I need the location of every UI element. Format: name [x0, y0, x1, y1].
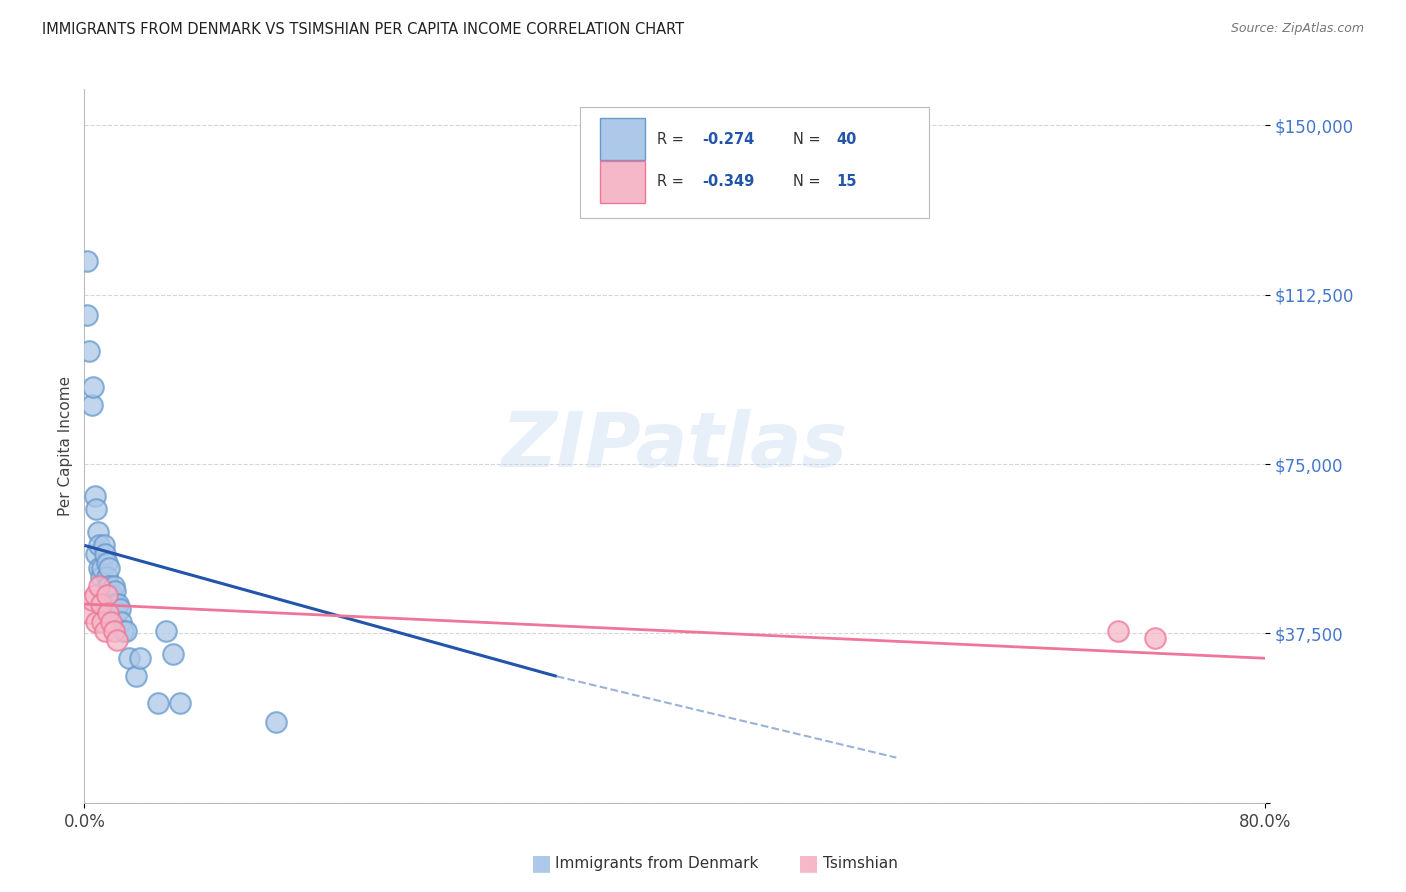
Point	[76, 253, 98, 268]
Y-axis label: Per Capita Income: Per Capita Income	[58, 376, 73, 516]
Point	[94, 548, 117, 562]
Point	[114, 624, 136, 639]
Text: -0.349: -0.349	[702, 175, 754, 189]
Point	[80, 398, 103, 412]
Point	[98, 579, 121, 593]
Point	[84, 548, 107, 562]
Point	[129, 651, 152, 665]
Point	[87, 579, 111, 593]
Point	[148, 697, 170, 711]
Point	[87, 561, 111, 575]
Text: ZIPatlas: ZIPatlas	[502, 409, 848, 483]
Text: N =: N =	[793, 132, 825, 146]
Point	[111, 624, 134, 639]
Point	[84, 615, 107, 629]
Text: IMMIGRANTS FROM DENMARK VS TSIMSHIAN PER CAPITA INCOME CORRELATION CHART: IMMIGRANTS FROM DENMARK VS TSIMSHIAN PER…	[42, 22, 685, 37]
Text: ■: ■	[531, 854, 551, 873]
Point	[100, 588, 122, 602]
Point	[100, 615, 122, 629]
Point	[82, 380, 104, 394]
Point	[97, 579, 120, 593]
Bar	[600, 119, 645, 160]
Point	[98, 561, 121, 575]
Point	[101, 588, 124, 602]
Point	[77, 606, 100, 620]
Point	[83, 588, 105, 602]
Point	[96, 570, 118, 584]
Text: Immigrants from Denmark: Immigrants from Denmark	[555, 856, 759, 871]
Point	[155, 624, 177, 639]
Point	[108, 601, 131, 615]
Point	[118, 651, 141, 665]
Text: R =: R =	[657, 175, 689, 189]
Point	[91, 615, 114, 629]
Point	[100, 597, 122, 611]
Point	[90, 570, 112, 584]
Point	[105, 606, 128, 620]
Point	[264, 714, 288, 729]
Point	[83, 489, 105, 503]
Point	[84, 502, 107, 516]
Point	[1143, 631, 1166, 645]
Text: -0.274: -0.274	[702, 132, 754, 146]
Point	[96, 588, 118, 602]
Point	[104, 583, 127, 598]
FancyBboxPatch shape	[581, 107, 929, 218]
Point	[105, 633, 128, 648]
Point	[76, 308, 98, 322]
Point	[87, 538, 111, 552]
Point	[96, 557, 118, 571]
Text: ■: ■	[799, 854, 818, 873]
Text: Tsimshian: Tsimshian	[823, 856, 897, 871]
Point	[94, 624, 117, 639]
Point	[97, 606, 120, 620]
Point	[103, 624, 125, 639]
Text: 40: 40	[837, 132, 858, 146]
Point	[86, 524, 108, 539]
Point	[104, 597, 127, 611]
Text: 15: 15	[837, 175, 858, 189]
Point	[107, 597, 129, 611]
Text: Source: ZipAtlas.com: Source: ZipAtlas.com	[1230, 22, 1364, 36]
Point	[80, 592, 103, 607]
Point	[91, 561, 114, 575]
Text: R =: R =	[657, 132, 689, 146]
Point	[125, 669, 148, 683]
Point	[162, 647, 184, 661]
Point	[93, 538, 115, 552]
Point	[110, 615, 132, 629]
Point	[77, 344, 100, 359]
Bar	[600, 161, 645, 202]
Point	[1107, 624, 1129, 639]
Point	[90, 597, 112, 611]
Text: N =: N =	[793, 175, 825, 189]
Point	[169, 697, 191, 711]
Point	[103, 579, 125, 593]
